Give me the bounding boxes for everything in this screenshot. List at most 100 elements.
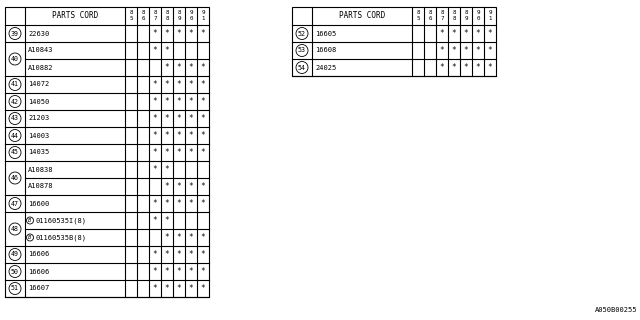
Text: 16605: 16605 [315,30,336,36]
Text: *: * [177,131,181,140]
Text: 49: 49 [11,252,19,258]
Text: *: * [177,148,181,157]
Text: *: * [177,284,181,293]
Text: *: * [189,80,193,89]
Text: *: * [464,46,468,55]
Text: 8: 8 [452,11,456,15]
Text: *: * [164,267,170,276]
Text: 47: 47 [11,201,19,206]
Text: 8: 8 [129,11,132,15]
Text: *: * [177,63,181,72]
Text: *: * [153,29,157,38]
Text: PARTS CORD: PARTS CORD [52,12,98,20]
Text: 8: 8 [165,17,169,21]
Text: *: * [164,216,170,225]
Text: 1: 1 [488,17,492,21]
Text: *: * [201,284,205,293]
Text: *: * [153,148,157,157]
Text: *: * [189,233,193,242]
Text: 8: 8 [177,11,180,15]
Text: *: * [164,250,170,259]
Text: *: * [440,46,444,55]
Text: 43: 43 [11,116,19,122]
Text: 40: 40 [11,56,19,62]
Text: 41: 41 [11,82,19,87]
Text: *: * [164,114,170,123]
Text: *: * [189,182,193,191]
Text: *: * [452,29,456,38]
Text: 01160535B(8): 01160535B(8) [36,234,87,241]
Text: *: * [201,250,205,259]
Text: 16608: 16608 [315,47,336,53]
Text: *: * [177,199,181,208]
Bar [5,7,209,297]
Text: 7: 7 [153,17,157,21]
Text: A10882: A10882 [28,65,54,70]
Text: 8: 8 [153,11,157,15]
Text: *: * [153,80,157,89]
Text: *: * [464,63,468,72]
Text: *: * [153,250,157,259]
Text: *: * [153,267,157,276]
Text: *: * [177,267,181,276]
Text: 9: 9 [201,11,205,15]
Text: 9: 9 [177,17,180,21]
Text: 14072: 14072 [28,82,49,87]
Text: *: * [189,267,193,276]
Text: B: B [28,235,31,240]
Text: 8: 8 [464,11,468,15]
Text: 01160535I(8): 01160535I(8) [36,217,87,224]
Text: 8: 8 [165,11,169,15]
Text: *: * [201,267,205,276]
Text: *: * [452,63,456,72]
Text: PARTS CORD: PARTS CORD [339,12,385,20]
Text: 16607: 16607 [28,285,49,292]
Text: *: * [153,199,157,208]
Text: *: * [153,165,157,174]
Text: *: * [201,97,205,106]
Text: *: * [164,131,170,140]
Text: *: * [201,182,205,191]
Text: *: * [164,29,170,38]
Text: *: * [189,63,193,72]
Text: *: * [153,114,157,123]
Text: *: * [464,29,468,38]
Text: 8: 8 [416,11,420,15]
Text: *: * [164,233,170,242]
Text: *: * [452,46,456,55]
Text: 8: 8 [452,17,456,21]
Text: 8: 8 [440,11,444,15]
Text: *: * [201,233,205,242]
Text: *: * [164,80,170,89]
Text: *: * [189,131,193,140]
Text: *: * [153,46,157,55]
Text: A10878: A10878 [28,183,54,189]
Text: 16606: 16606 [28,252,49,258]
Text: *: * [201,148,205,157]
Text: *: * [164,46,170,55]
Text: *: * [189,284,193,293]
Text: 53: 53 [298,47,306,53]
Text: *: * [201,114,205,123]
Text: *: * [189,148,193,157]
Text: *: * [153,284,157,293]
Text: *: * [153,131,157,140]
Text: 52: 52 [298,30,306,36]
Text: *: * [177,182,181,191]
Text: A050B00255: A050B00255 [595,307,637,313]
Text: *: * [201,63,205,72]
Text: *: * [488,63,492,72]
Text: 46: 46 [11,175,19,181]
Text: *: * [164,63,170,72]
Text: 7: 7 [440,17,444,21]
Text: B: B [28,218,31,223]
Text: 24025: 24025 [315,65,336,70]
Text: *: * [440,63,444,72]
Text: 9: 9 [476,11,480,15]
Text: 9: 9 [464,17,468,21]
Text: *: * [189,114,193,123]
Text: 14035: 14035 [28,149,49,156]
Text: 22630: 22630 [28,30,49,36]
Text: *: * [201,80,205,89]
Text: 9: 9 [488,11,492,15]
